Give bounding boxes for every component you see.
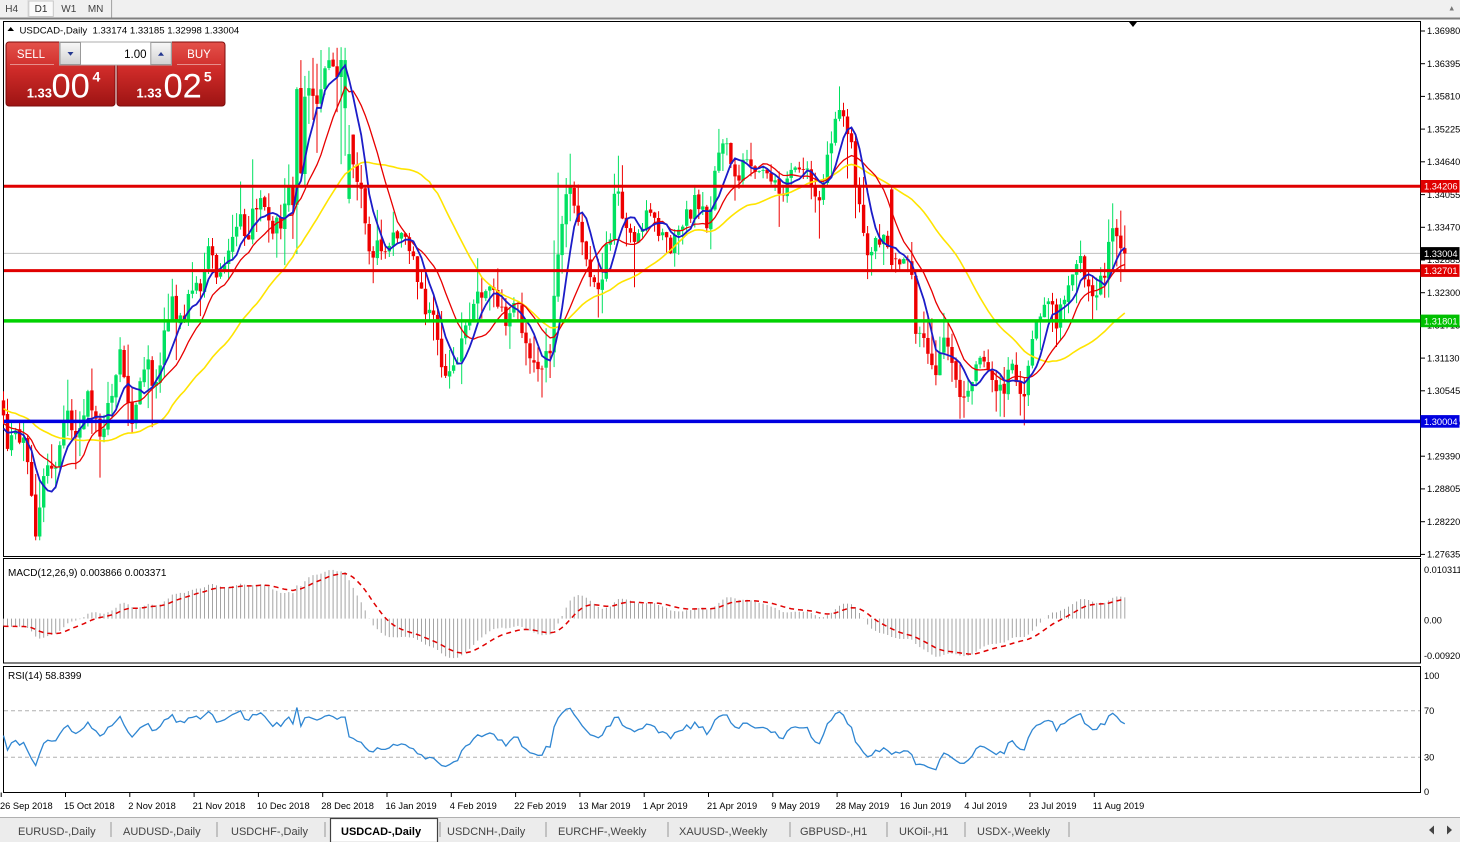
svg-text:XAUUSD-,Weekly: XAUUSD-,Weekly [679,826,768,838]
svg-text:EURCHF-,Weekly: EURCHF-,Weekly [558,826,647,838]
svg-text:UKOil-,H1: UKOil-,H1 [899,826,949,838]
svg-text:1.32885: 1.32885 [1427,255,1460,265]
svg-text:1.00: 1.00 [124,49,146,61]
svg-text:26 Sep 2018: 26 Sep 2018 [0,801,53,811]
svg-text:4 Feb 2019: 4 Feb 2019 [450,801,497,811]
svg-text:SELL: SELL [17,49,46,61]
svg-text:4 Jul 2019: 4 Jul 2019 [964,801,1007,811]
svg-text:1.34055: 1.34055 [1427,190,1460,200]
svg-text:1.34206: 1.34206 [1424,182,1458,192]
svg-text:GBPUSD-,H1: GBPUSD-,H1 [800,826,867,838]
svg-text:1.33470: 1.33470 [1427,223,1460,233]
svg-text:1.31130: 1.31130 [1427,353,1460,363]
svg-text:100: 100 [1424,671,1439,681]
svg-text:10 Dec 2018: 10 Dec 2018 [257,801,310,811]
svg-text:D1: D1 [35,4,48,15]
svg-text:00: 00 [52,68,90,106]
svg-text:USDCHF-,Daily: USDCHF-,Daily [231,826,309,838]
svg-text:0.00: 0.00 [1424,616,1442,626]
svg-text:USDCAD-,Daily: USDCAD-,Daily [341,826,422,838]
svg-text:1.30004: 1.30004 [1424,417,1458,427]
svg-text:1.28805: 1.28805 [1427,484,1460,494]
svg-text:0.010311: 0.010311 [1424,565,1460,575]
svg-text:2 Nov 2018: 2 Nov 2018 [128,801,176,811]
svg-text:USDX-,Weekly: USDX-,Weekly [977,826,1051,838]
svg-text:1 Apr 2019: 1 Apr 2019 [643,801,688,811]
svg-text:1.33: 1.33 [27,86,52,101]
svg-text:RSI(14) 58.8399: RSI(14) 58.8399 [8,671,82,682]
svg-text:30: 30 [1424,752,1434,762]
svg-text:1.27635: 1.27635 [1427,550,1460,560]
svg-text:EURUSD-,Daily: EURUSD-,Daily [18,826,96,838]
svg-text:1.36395: 1.36395 [1427,59,1460,69]
svg-text:▲: ▲ [1448,4,1455,13]
svg-text:1.32701: 1.32701 [1424,266,1458,276]
svg-text:23 Jul 2019: 23 Jul 2019 [1029,801,1077,811]
svg-text:0: 0 [1424,787,1429,797]
svg-text:W1: W1 [61,4,76,15]
svg-text:1.30545: 1.30545 [1427,386,1460,396]
svg-text:MN: MN [88,4,104,15]
svg-text:1.36980: 1.36980 [1427,26,1460,36]
svg-text:4: 4 [93,69,101,85]
svg-text:22 Feb 2019: 22 Feb 2019 [514,801,566,811]
svg-text:13 Mar 2019: 13 Mar 2019 [578,801,630,811]
svg-text:MACD(12,26,9) 0.003866 0.00337: MACD(12,26,9) 0.003866 0.003371 [8,568,167,579]
svg-text:21 Apr 2019: 21 Apr 2019 [707,801,757,811]
svg-text:1.35225: 1.35225 [1427,124,1460,134]
svg-text:5: 5 [204,69,212,85]
svg-text:1.31801: 1.31801 [1424,316,1458,326]
svg-text:1.34640: 1.34640 [1427,157,1460,167]
svg-text:USDCAD-,Daily 1.33174 1.33185: USDCAD-,Daily 1.33174 1.33185 1.32998 1.… [20,26,240,37]
svg-text:28 Dec 2018: 28 Dec 2018 [321,801,374,811]
svg-text:02: 02 [164,68,202,106]
svg-text:1.28220: 1.28220 [1427,517,1460,527]
svg-text:9 May 2019: 9 May 2019 [771,801,820,811]
svg-text:1.35810: 1.35810 [1427,92,1460,102]
svg-text:70: 70 [1424,706,1434,716]
svg-text:H4: H4 [5,4,18,15]
svg-text:1.33004: 1.33004 [1424,249,1458,259]
svg-text:28 May 2019: 28 May 2019 [836,801,890,811]
svg-text:1.29390: 1.29390 [1427,451,1460,461]
svg-text:1.33: 1.33 [136,86,161,101]
svg-text:-0.009201: -0.009201 [1424,651,1460,661]
svg-text:16 Jun 2019: 16 Jun 2019 [900,801,951,811]
svg-text:AUDUSD-,Daily: AUDUSD-,Daily [123,826,201,838]
svg-text:15 Oct 2018: 15 Oct 2018 [64,801,115,811]
svg-text:16 Jan 2019: 16 Jan 2019 [386,801,437,811]
svg-text:21 Nov 2018: 21 Nov 2018 [193,801,246,811]
svg-text:BUY: BUY [187,49,211,61]
svg-text:1.32300: 1.32300 [1427,288,1460,298]
svg-text:USDCNH-,Daily: USDCNH-,Daily [447,826,526,838]
svg-text:11 Aug 2019: 11 Aug 2019 [1093,801,1145,811]
